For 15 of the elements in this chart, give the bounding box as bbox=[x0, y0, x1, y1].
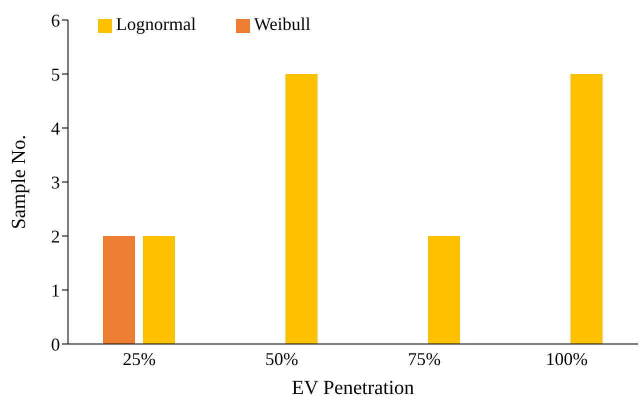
x-tick-label: 100% bbox=[546, 348, 588, 369]
y-tick-label: 4 bbox=[51, 118, 60, 138]
legend-label: Lognormal bbox=[116, 14, 196, 34]
y-tick-label: 6 bbox=[51, 10, 60, 30]
y-axis-title: Sample No. bbox=[8, 134, 30, 230]
y-tick-label: 3 bbox=[51, 172, 60, 192]
x-tick-label: 50% bbox=[265, 348, 298, 369]
y-tick-label: 2 bbox=[51, 226, 60, 246]
x-axis-title: EV Penetration bbox=[292, 377, 414, 399]
y-tick-label: 1 bbox=[51, 280, 60, 300]
legend-label: Weibull bbox=[254, 14, 311, 34]
y-tick-label: 0 bbox=[51, 334, 60, 354]
y-tick-label: 5 bbox=[51, 64, 60, 84]
x-tick-label: 25% bbox=[122, 348, 156, 369]
x-tick-label: 75% bbox=[408, 348, 441, 369]
